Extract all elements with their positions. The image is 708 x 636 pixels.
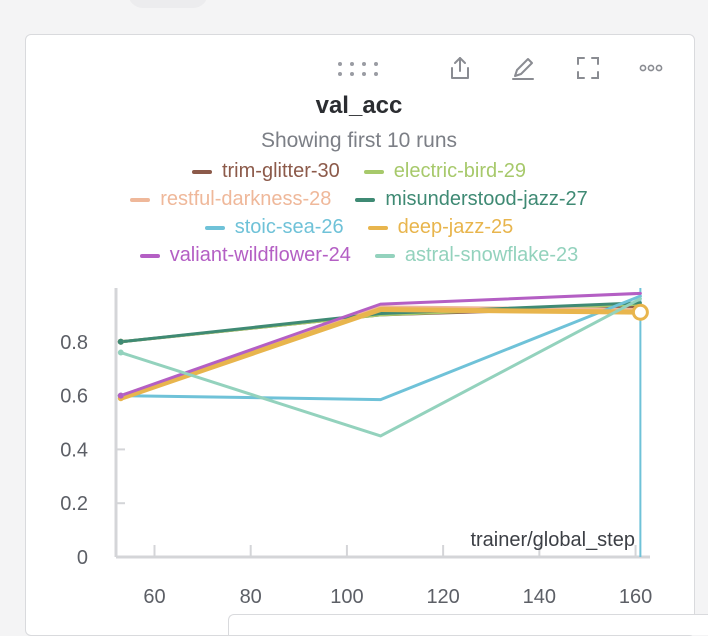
fullscreen-icon[interactable] xyxy=(574,54,602,82)
more-options-icon[interactable] xyxy=(637,54,665,82)
legend-label: electric-bird-29 xyxy=(393,160,527,182)
legend-item[interactable]: astral-snowflake-23 xyxy=(374,244,579,267)
legend-swatch xyxy=(367,225,388,230)
series-line xyxy=(119,291,642,398)
chart-subtitle: Showing first 10 runs xyxy=(260,129,458,152)
legend-swatch xyxy=(191,169,212,174)
y-tick-label: 0 xyxy=(77,547,88,569)
legend-label: restful-darkness-28 xyxy=(160,188,332,210)
legend-swatch xyxy=(374,253,395,258)
chart-title: val_acc xyxy=(315,92,403,119)
chart-panel xyxy=(25,34,695,636)
series-line xyxy=(119,301,642,344)
legend-swatch xyxy=(355,197,376,202)
legend-item[interactable]: electric-bird-29 xyxy=(363,160,527,183)
series-point xyxy=(117,338,124,345)
legend-item[interactable]: misunderstood-jazz-27 xyxy=(355,188,588,211)
legend-label: misunderstood-jazz-27 xyxy=(385,188,588,210)
series-line xyxy=(119,297,642,438)
x-tick-label: 140 xyxy=(523,586,556,608)
x-tick-label: 80 xyxy=(240,586,262,608)
x-tick-label: 160 xyxy=(619,586,652,608)
y-tick-label: 0.4 xyxy=(60,439,88,461)
series-point xyxy=(117,392,124,399)
highlighted-point xyxy=(631,303,649,321)
x-tick-label: 120 xyxy=(426,586,459,608)
top-pill-decoration xyxy=(128,0,208,8)
legend-row: trim-glitter-30 electric-bird-29 xyxy=(0,160,708,183)
series-point xyxy=(117,349,124,356)
y-tick-label: 0.6 xyxy=(60,386,88,408)
y-tick-label: 0.8 xyxy=(60,332,88,354)
legend-item[interactable]: deep-jazz-25 xyxy=(367,216,514,239)
legend-swatch xyxy=(130,197,151,202)
x-axis-label: trainer/global_step xyxy=(470,529,635,551)
legend-row: restful-darkness-28 misunderstood-jazz-27 xyxy=(0,188,708,211)
legend-row: valiant-wildflower-24 astral-snowflake-23 xyxy=(0,244,708,267)
legend-item[interactable]: valiant-wildflower-24 xyxy=(139,244,351,267)
legend-label: deep-jazz-25 xyxy=(397,216,514,238)
x-tick-label: 100 xyxy=(330,586,363,608)
legend-label: valiant-wildflower-24 xyxy=(169,244,351,266)
series-line xyxy=(119,305,642,398)
legend-label: stoic-sea-26 xyxy=(234,216,344,238)
series-line xyxy=(119,294,642,402)
share-icon[interactable] xyxy=(446,54,474,82)
series-line xyxy=(118,307,643,401)
legend-item[interactable]: stoic-sea-26 xyxy=(204,216,344,239)
edit-icon[interactable] xyxy=(509,54,537,82)
legend-item[interactable]: restful-darkness-28 xyxy=(130,188,331,211)
line-chart: 0 0.2 0.4 0.6 0.8 60 80 100 120 140 160 trainer/glo… xyxy=(60,288,652,608)
legend-item[interactable]: trim-glitter-30 xyxy=(191,160,340,183)
legend-label: astral-snowflake-23 xyxy=(404,244,579,266)
legend-swatch xyxy=(204,225,225,230)
legend-row: stoic-sea-26 deep-jazz-25 xyxy=(0,216,708,239)
y-tick-label: 0.2 xyxy=(60,493,88,515)
x-tick-label: 60 xyxy=(143,586,165,608)
legend-swatch xyxy=(139,253,160,258)
drag-handle-icon[interactable] xyxy=(337,61,383,77)
legend-label: trim-glitter-30 xyxy=(221,160,340,182)
legend-swatch xyxy=(363,169,384,174)
